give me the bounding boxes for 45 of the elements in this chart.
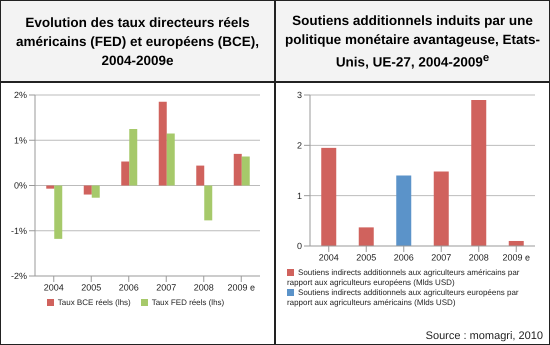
x-tick-label: 2006 (118, 282, 139, 292)
x-tick-label: 2008 (194, 282, 214, 292)
x-tick-label: 2009 e (227, 282, 256, 292)
chart-title: Soutiens additionnels induits par une politique monétaire avantageuse, Etats-Unis, UE-27, 2004-2009$^{e}$ (284, 12, 542, 72)
bar (121, 162, 130, 186)
bar (358, 227, 374, 246)
x-tick-label: 2006 (394, 252, 414, 262)
legend-label: Taux BCE réels (lhs) (58, 298, 131, 307)
x-tick-label: 2009 e (502, 252, 530, 262)
bar (84, 186, 92, 195)
x-tick-label: 2005 (356, 252, 376, 262)
legend-label: Soutiens indirects additionnels aux agriculteurs européens par rapport aux agriculteurs américains (Mlds USD) (286, 288, 519, 307)
legend-label: Soutiens indirects additionnels aux agriculteurs américains par rapport aux agriculteurs européens (Mlds USD) (286, 268, 520, 287)
bar (92, 186, 100, 198)
bar (321, 148, 336, 246)
x-tick-label: 2004 (44, 282, 64, 292)
y-tick-label: 3 (296, 90, 302, 100)
y-tick-label: -1% (10, 226, 27, 236)
bar (242, 156, 250, 186)
y-tick-label: 0% (14, 180, 27, 191)
bar (166, 133, 175, 186)
bar (434, 172, 449, 246)
x-tick-label: 2004 (318, 252, 339, 262)
bar (129, 128, 138, 186)
legend-label: Taux FED réels (lhs) (152, 298, 224, 307)
bar (46, 186, 54, 189)
y-tick-label: 2% (14, 90, 27, 100)
bar (471, 100, 486, 246)
y-tick-label: -2% (10, 271, 27, 282)
bar (234, 154, 242, 186)
bar (158, 102, 167, 186)
x-tick-label: 2008 (468, 252, 489, 262)
x-tick-label: 2005 (81, 282, 102, 292)
source-note: Source : momagri, 2010 (426, 330, 543, 342)
y-tick-label: 2 (296, 140, 302, 151)
y-tick-label: 1 (296, 190, 302, 201)
bar (196, 166, 204, 186)
x-tick-label: 2007 (431, 252, 452, 262)
bar (54, 186, 62, 239)
bar (396, 176, 412, 246)
y-tick-label: 1% (14, 135, 27, 146)
chart-title: Evolution des taux directeurs réels américains (FED) et européens (BCE), 2004-2009e (14, 14, 260, 70)
y-tick-label: 0 (296, 241, 302, 252)
bar (204, 186, 212, 220)
x-tick-label: 2007 (156, 282, 176, 292)
